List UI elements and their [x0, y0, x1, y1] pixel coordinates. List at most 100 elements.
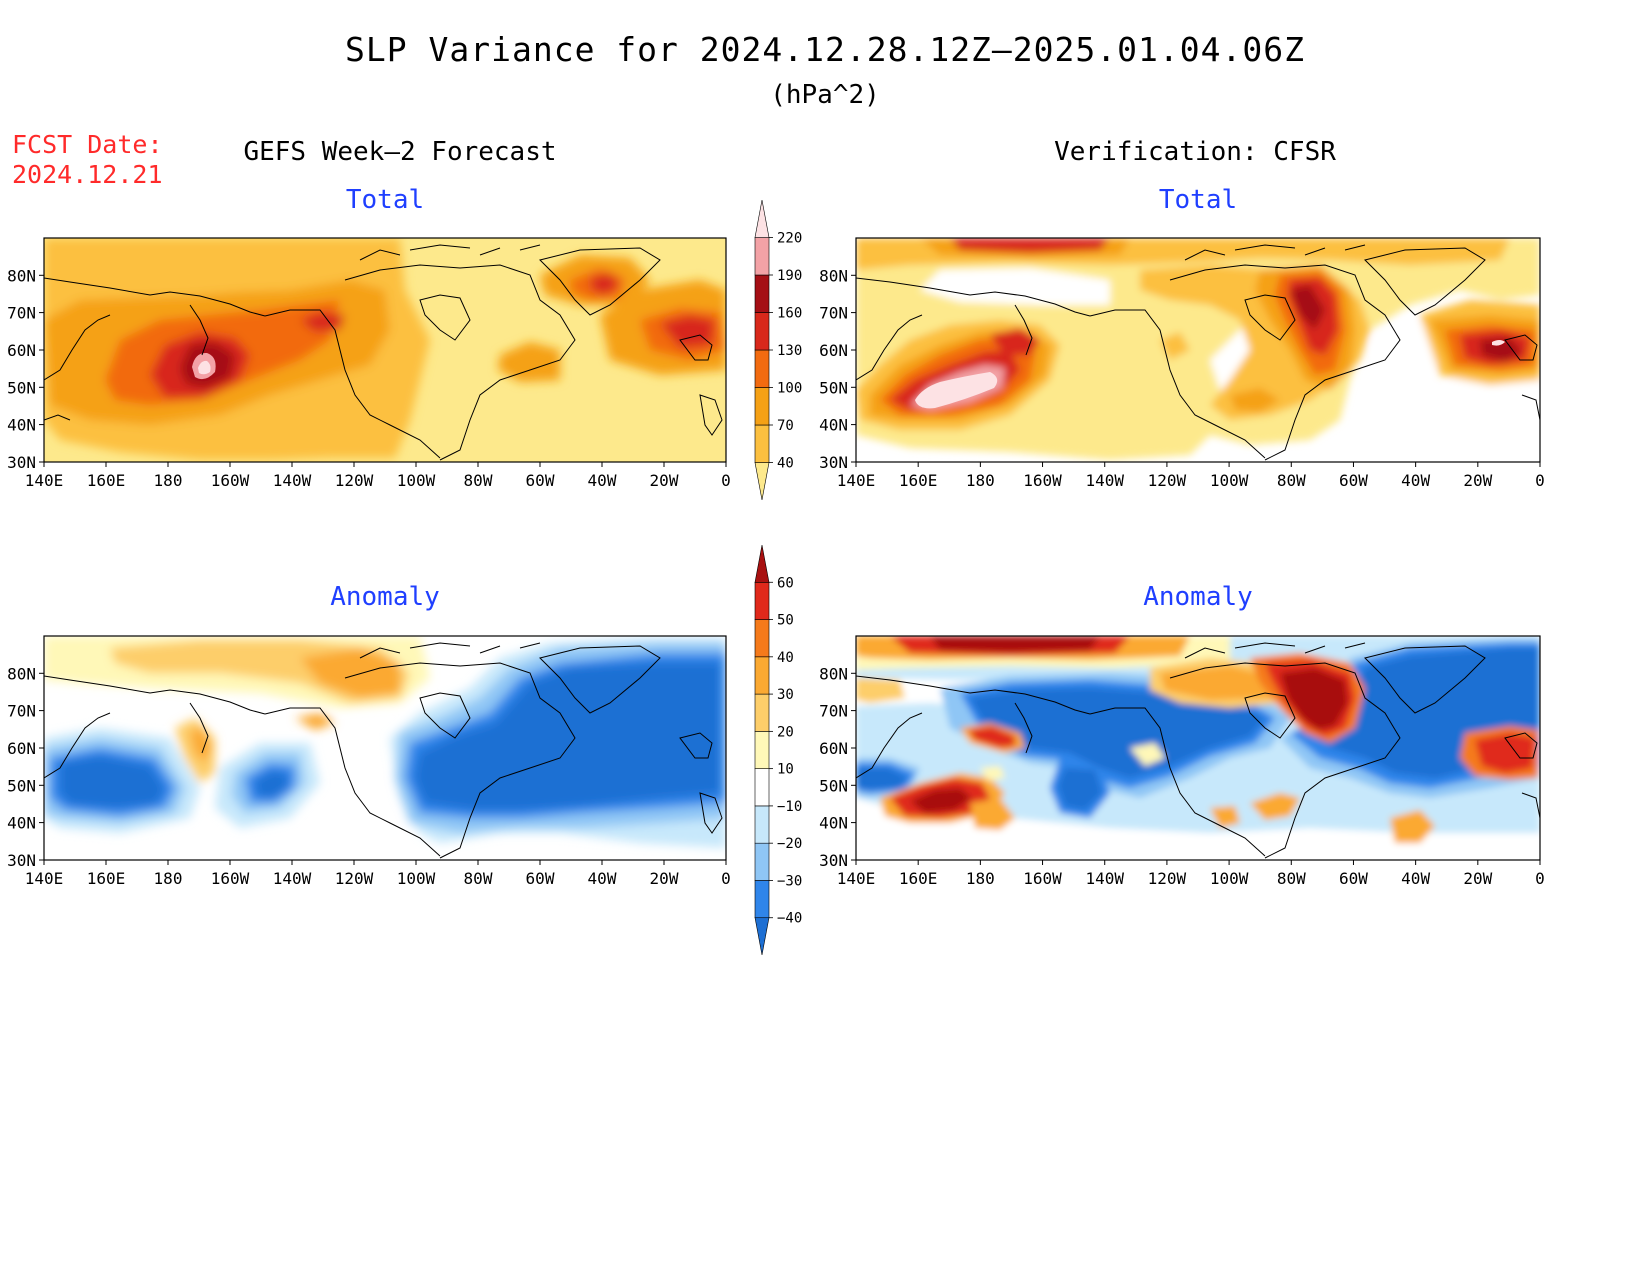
lon-label: 40W — [588, 471, 617, 490]
coastlines — [44, 244, 723, 461]
lon-label: 120W — [1148, 471, 1187, 490]
lat-label: 70N — [819, 702, 848, 721]
colorbar-segment — [754, 805, 770, 844]
colorbar-label: 70 — [777, 418, 794, 434]
lon-label: 100W — [397, 471, 436, 490]
lon-label: 40W — [588, 869, 617, 888]
cfsr-anomaly-field — [856, 636, 1540, 860]
colorbar-label: 220 — [777, 231, 802, 247]
fcst-date-label: FCST Date: — [12, 130, 163, 159]
lon-label: 160E — [899, 869, 938, 888]
lon-label: 40W — [1401, 869, 1430, 888]
colorbar-label: 40 — [777, 456, 794, 472]
colorbar-label: 190 — [777, 268, 802, 284]
colorbar-segment — [754, 656, 770, 695]
lat-label: 50N — [7, 776, 36, 795]
gefs-anomaly-field — [44, 636, 726, 860]
colorbar-segment — [754, 274, 770, 313]
lon-label: 80W — [1277, 869, 1306, 888]
colorbar-label: −10 — [777, 799, 802, 815]
lon-label: 20W — [650, 471, 679, 490]
lon-label: 160E — [899, 471, 938, 490]
lat-label: 40N — [819, 814, 848, 833]
lon-label: 80W — [464, 869, 493, 888]
lon-label: 100W — [1210, 471, 1249, 490]
lon-label: 140W — [273, 869, 312, 888]
colorbar-label: 130 — [777, 343, 802, 359]
lat-label: 60N — [819, 341, 848, 360]
lon-label: 60W — [1339, 471, 1368, 490]
lon-label: 0 — [721, 869, 731, 888]
lat-label: 80N — [819, 266, 848, 285]
colorbar-segment — [754, 768, 770, 807]
lat-label: 80N — [819, 664, 848, 683]
gefs-total-field — [44, 238, 726, 462]
cfsr-anomaly-subtitle: Anomaly — [1143, 582, 1253, 612]
lat-label: 50N — [819, 776, 848, 795]
lat-label: 80N — [7, 664, 36, 683]
lon-label: 140E — [837, 471, 876, 490]
left-column-title: GEFS Week–2 Forecast — [243, 137, 557, 167]
colorbar-label: −40 — [777, 911, 802, 927]
lon-label: 120W — [1148, 869, 1187, 888]
cfsr-total-field — [856, 238, 1540, 462]
colorbar-label: 100 — [777, 381, 802, 397]
colorbar-label: 160 — [777, 306, 802, 322]
lon-label: 120W — [335, 869, 374, 888]
fcst-date-value: 2024.12.21 — [12, 160, 163, 189]
lat-label: 60N — [819, 739, 848, 758]
colorbar-label: 60 — [777, 575, 794, 591]
lon-label: 0 — [1535, 869, 1545, 888]
colorbar-label: 20 — [777, 724, 794, 740]
lat-label: 70N — [7, 304, 36, 323]
total-colorbar: 40 70 100 130 160 190 220 — [754, 199, 802, 501]
lon-label: 160W — [211, 869, 250, 888]
lon-label: 140E — [837, 869, 876, 888]
lat-label: 50N — [819, 378, 848, 397]
lon-label: 180 — [966, 471, 995, 490]
lon-label: 140E — [25, 869, 64, 888]
colorbar-segment — [754, 581, 770, 620]
total-colorbar-segments: 40 70 100 130 160 190 220 — [754, 199, 802, 501]
colorbar-segment — [754, 237, 770, 276]
colorbar-segment — [754, 312, 770, 351]
lat-label: 30N — [7, 851, 36, 870]
lon-label: 140E — [25, 471, 64, 490]
lat-label: 80N — [7, 266, 36, 285]
lon-label: 180 — [154, 471, 183, 490]
colorbar-label: 30 — [777, 687, 794, 703]
lon-label: 120W — [335, 471, 374, 490]
lon-label: 80W — [464, 471, 493, 490]
lon-label: 160W — [1023, 471, 1062, 490]
anomaly-colorbar-segments: −40 −30 −20 −10 10 20 30 40 50 60 — [754, 544, 802, 956]
gefs-anomaly-subtitle: Anomaly — [330, 582, 440, 612]
lat-label: 40N — [7, 814, 36, 833]
colorbar-segment — [754, 693, 770, 732]
colorbar-label: 50 — [777, 613, 794, 629]
lon-label: 160E — [87, 471, 126, 490]
lon-label: 60W — [1339, 869, 1368, 888]
colorbar-label: −20 — [777, 836, 802, 852]
cfsr-total-subtitle: Total — [1158, 185, 1238, 215]
lon-label: 180 — [966, 869, 995, 888]
colorbar-label: 10 — [777, 762, 794, 778]
coastlines — [856, 244, 1540, 461]
lon-label: 40W — [1401, 471, 1430, 490]
lon-label: 140W — [1085, 471, 1124, 490]
lat-label: 70N — [819, 304, 848, 323]
coastlines — [856, 642, 1540, 859]
lon-label: 20W — [650, 869, 679, 888]
colorbar-segment — [754, 424, 770, 463]
colorbar-segment — [754, 544, 770, 583]
lon-label: 180 — [154, 869, 183, 888]
lon-label: 140W — [273, 471, 312, 490]
colorbar-segment — [754, 731, 770, 769]
lon-label: 20W — [1463, 471, 1492, 490]
